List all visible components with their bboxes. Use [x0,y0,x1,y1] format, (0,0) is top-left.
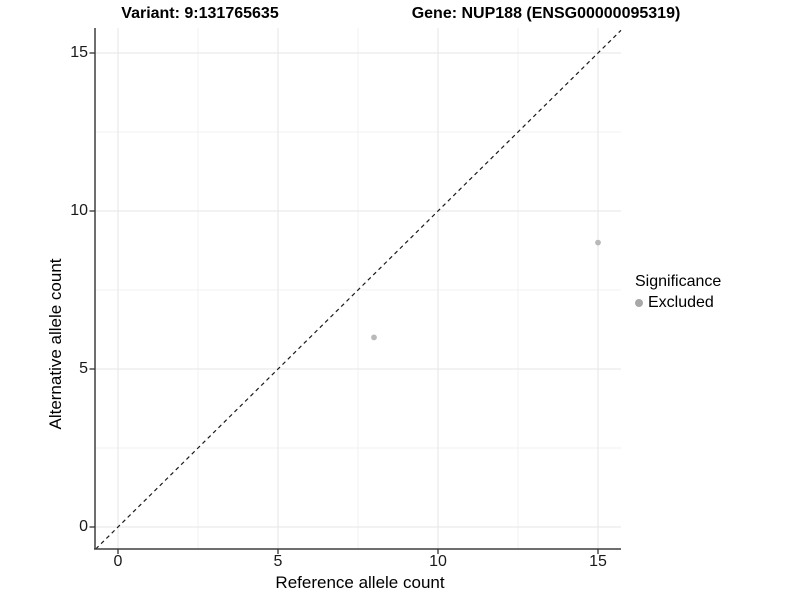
data-point [595,239,601,246]
x-tick-label: 0 [113,553,123,570]
identity-dashed-line [95,29,622,550]
legend-key-dot-icon [635,298,643,307]
y-tick-label: 10 [70,202,88,219]
plot-title-gene: Gene: NUP188 (ENSG00000095319) [411,5,681,22]
x-tick-label: 10 [429,553,447,570]
x-axis-title: Reference allele count [275,573,445,592]
x-tick-label: 5 [273,553,283,570]
legend: Significance Excluded [635,272,721,312]
y-tick-label: 5 [79,360,88,377]
x-tick-label: 15 [589,553,607,570]
y-tick-label: 15 [70,44,88,61]
y-tick-label: 0 [79,518,88,535]
y-axis-title: Alternative allele count [46,258,65,430]
legend-entry-excluded: Excluded [635,293,721,312]
data-point [371,334,377,341]
plot-title-variant: Variant: 9:131765635 [121,5,279,22]
legend-entry-label: Excluded [648,294,714,311]
legend-title: Significance [635,273,722,290]
